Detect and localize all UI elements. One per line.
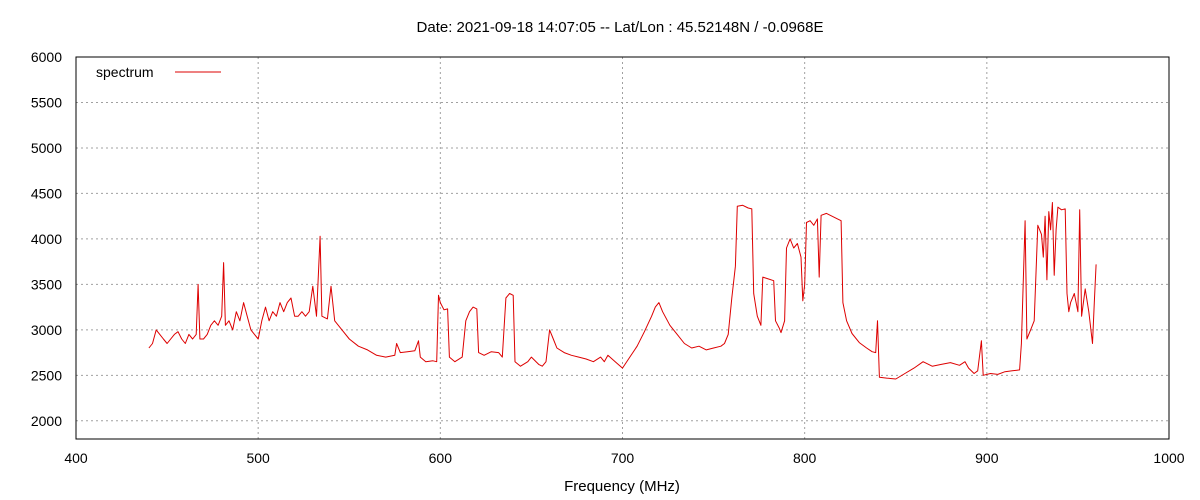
y-tick-label: 6000 [31, 49, 62, 65]
x-axis-title: Frequency (MHz) [564, 478, 680, 495]
chart-title: Date: 2021-09-18 14:07:05 -- Lat/Lon : 4… [417, 19, 824, 36]
y-tick-label: 4500 [31, 185, 62, 201]
tick-labels: 400 500 600 700 800 900 1000 2000 2500 3000 3500 40… [31, 49, 1185, 466]
x-tick-label: 900 [975, 450, 999, 466]
y-tick-label: 4000 [31, 231, 62, 247]
y-tick-label: 3000 [31, 322, 62, 338]
series-layer [148, 202, 1097, 380]
x-tick-label: 800 [793, 450, 817, 466]
legend: spectrum [96, 64, 221, 80]
y-tick-label: 2000 [31, 413, 62, 429]
series-line-spectrum [148, 202, 1097, 380]
legend-label-spectrum: spectrum [96, 64, 154, 80]
plot-frame [75, 56, 1170, 440]
x-tick-label: 500 [246, 450, 270, 466]
x-tick-label: 600 [429, 450, 453, 466]
grid [76, 57, 1169, 439]
y-tick-label: 2500 [31, 367, 62, 383]
y-tick-label: 5000 [31, 140, 62, 156]
x-tick-label: 1000 [1153, 450, 1184, 466]
x-tick-label: 700 [611, 450, 635, 466]
y-tick-label: 5500 [31, 94, 62, 110]
y-tick-label: 3500 [31, 276, 62, 292]
x-tick-label: 400 [64, 450, 88, 466]
